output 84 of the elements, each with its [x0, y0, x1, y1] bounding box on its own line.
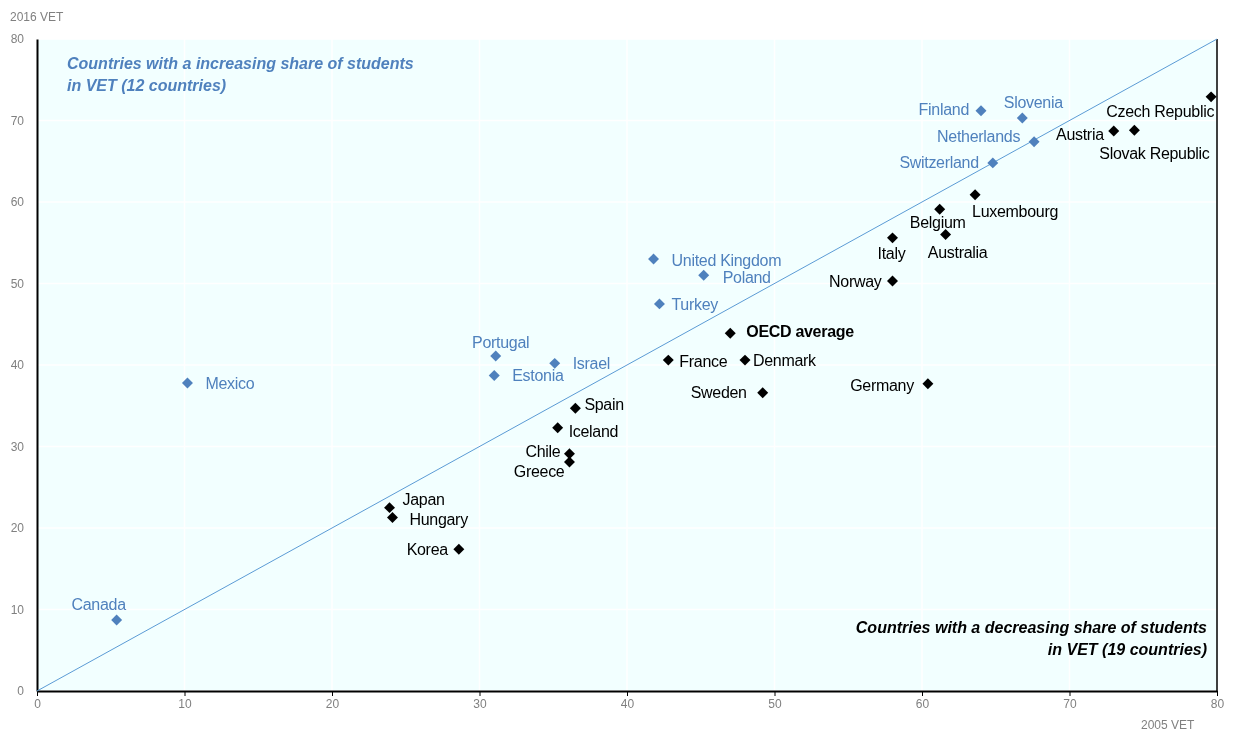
data-label: Hungary: [409, 511, 469, 529]
data-label: Netherlands: [937, 128, 1021, 146]
point: [490, 350, 502, 362]
point: [724, 327, 736, 339]
point: [387, 511, 398, 523]
y-tick-label: 20: [10, 521, 25, 536]
point: [757, 387, 769, 399]
x-tick-label: 80: [1210, 696, 1225, 711]
point: [662, 354, 674, 366]
data-label: Czech Republic: [1106, 103, 1215, 121]
y-tick-label: 60: [10, 195, 25, 210]
point: [1108, 125, 1120, 137]
data-label: Estonia: [512, 367, 564, 385]
x-tick-label: 0: [34, 696, 42, 711]
data-label: Italy: [877, 245, 906, 263]
y-tick-label: 30: [10, 439, 25, 454]
point: [648, 253, 660, 265]
data-label: Spain: [584, 395, 624, 413]
point: [111, 614, 123, 626]
point: [564, 456, 575, 468]
x-axis-title: 2005 VET: [1141, 718, 1196, 732]
y-tick-label: 10: [10, 602, 25, 617]
data-label: United Kingdom: [671, 251, 782, 269]
x-tick-label: 70: [1063, 696, 1077, 711]
data-label: Israel: [572, 354, 611, 372]
y-axis-title: 2016 VET: [10, 10, 65, 24]
point: [552, 422, 564, 434]
data-label: Greece: [513, 462, 565, 480]
annotation: Countries with a decreasing share of students in VET (19 countries): [855, 619, 1208, 658]
point: [887, 232, 898, 244]
data-label: Chile: [525, 443, 561, 461]
data-label: Switzerland: [899, 154, 979, 172]
data-label: Poland: [722, 268, 771, 286]
data-label: Denmark: [753, 351, 818, 369]
point: [549, 357, 561, 369]
data-label: Portugal: [472, 333, 530, 351]
point: [987, 157, 999, 169]
data-label: Finland: [918, 101, 969, 119]
y-tick-label: 70: [10, 113, 25, 128]
data-label: Canada: [71, 595, 127, 613]
y-tick-label: 40: [10, 358, 25, 373]
data-label: Iceland: [568, 423, 619, 441]
data-label: OECD average: [746, 322, 855, 340]
data-label: Slovak Republic: [1099, 144, 1210, 162]
point: [453, 543, 465, 555]
point: [887, 275, 898, 287]
point: [1028, 136, 1040, 148]
x-tick-label: 10: [178, 696, 192, 711]
point: [739, 354, 751, 366]
data-label: Slovenia: [1003, 93, 1064, 111]
data-label: France: [679, 352, 728, 370]
data-label: Japan: [402, 491, 445, 509]
annotation: Countries with a increasing share of students in VET (12 countries): [67, 55, 414, 94]
x-tick-label: 50: [768, 696, 782, 711]
data-label: Belgium: [909, 213, 966, 231]
data-label: Korea: [406, 540, 449, 558]
data-label: Sweden: [690, 384, 747, 402]
x-tick-label: 20: [325, 696, 340, 711]
y-tick-label: 50: [10, 276, 25, 291]
y-tick-label: 80: [10, 32, 25, 47]
point: [488, 370, 500, 382]
data-label: Turkey: [671, 296, 719, 314]
point: [922, 378, 934, 390]
point: [698, 269, 710, 281]
data-label: Mexico: [205, 374, 255, 392]
point: [1205, 91, 1217, 103]
data-label: Germany: [850, 377, 915, 395]
point: [975, 105, 987, 117]
y-tick-label: 0: [17, 684, 25, 699]
data-label: Austria: [1056, 125, 1105, 143]
data-label: Australia: [927, 244, 988, 262]
data-label: Norway: [829, 272, 882, 290]
point: [653, 298, 665, 310]
point: [1128, 124, 1140, 136]
x-tick-label: 30: [473, 696, 487, 711]
data-label: Luxembourg: [972, 203, 1059, 221]
point: [969, 189, 981, 201]
point: [181, 377, 193, 389]
point: [384, 502, 395, 514]
x-tick-label: 60: [915, 696, 930, 711]
x-tick-label: 40: [620, 696, 635, 711]
point: [1016, 112, 1028, 124]
point: [934, 203, 946, 215]
point: [569, 402, 581, 414]
